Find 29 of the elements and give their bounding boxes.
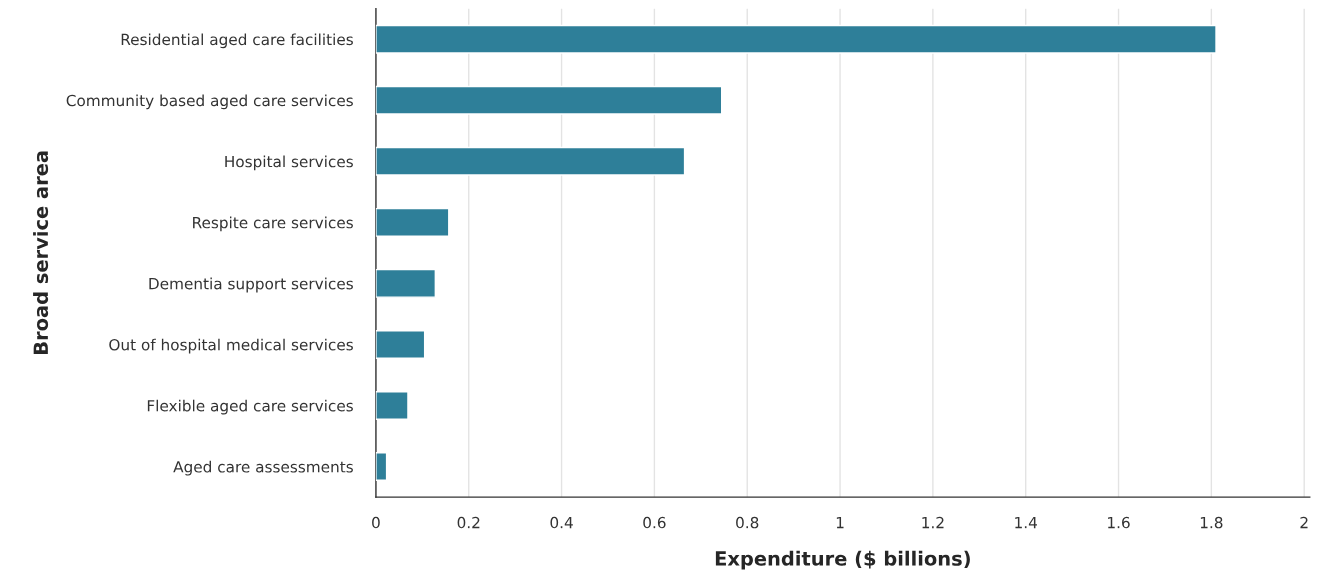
y-tick-label: Flexible aged care services xyxy=(147,399,353,415)
x-tick-label: 1.8 xyxy=(1200,516,1223,529)
x-tick-label: 1.4 xyxy=(1015,516,1037,529)
y-tick-label: Respite care services xyxy=(193,216,353,232)
bar xyxy=(375,330,426,359)
x-tick-label: 0.2 xyxy=(457,516,480,529)
y-tick-label: Community based aged care services xyxy=(66,94,353,110)
x-tick-label: 2 xyxy=(1300,516,1308,529)
x-tick-label: 0 xyxy=(372,516,380,529)
y-tick-label: Residential aged care facilities xyxy=(121,33,353,49)
y-tick-label: Hospital services xyxy=(225,155,353,171)
x-tick-label: 0.6 xyxy=(643,516,666,529)
x-tick-label: 1.2 xyxy=(922,516,944,529)
bar xyxy=(375,207,450,237)
bar xyxy=(375,391,409,420)
x-tick-label: 1 xyxy=(836,516,844,529)
y-tick-label: Out of hospital medical services xyxy=(109,338,353,354)
bar xyxy=(375,452,388,481)
bar xyxy=(375,146,686,176)
x-tick-label: 1.6 xyxy=(1108,516,1130,529)
bar xyxy=(375,268,437,298)
bar xyxy=(375,85,723,115)
x-axis-title: Expenditure ($ billions) xyxy=(715,550,970,570)
x-tick-label: 0.8 xyxy=(736,516,759,529)
y-tick-label: Dementia support services xyxy=(149,277,353,293)
y-axis-title: Broad service area xyxy=(33,151,49,354)
y-tick-label: Aged care assessments xyxy=(173,460,353,476)
bar xyxy=(375,24,1217,54)
x-tick-label: 0.4 xyxy=(550,516,573,529)
